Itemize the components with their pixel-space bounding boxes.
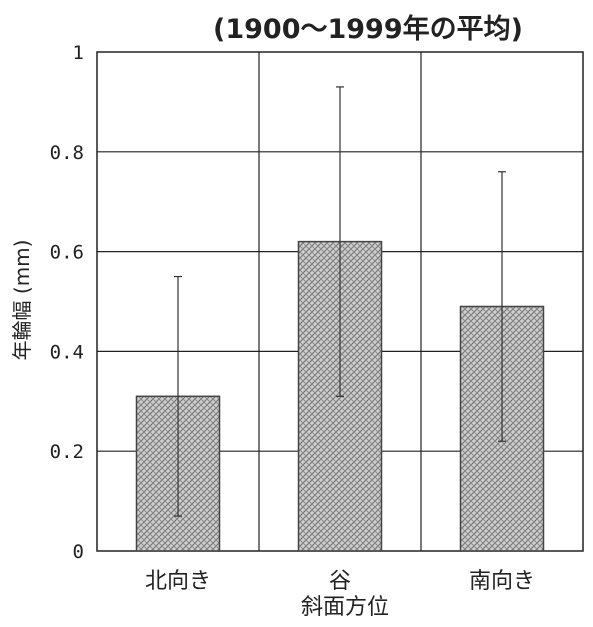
y-tick-layer: 0 0.2 0.4 0.6 0.8 1 [50,42,84,563]
error-bar-layer [174,86,506,517]
y-tick-label: 0 [73,541,84,563]
y-axis-label: 年輪幅 (mm) [10,240,34,361]
chart-title: (1900〜1999年の平均) [213,13,523,45]
y-tick-label: 1 [73,42,84,64]
y-tick-label: 0.4 [50,341,84,363]
y-tick-label: 0.2 [50,441,84,463]
category-label: 北向き [145,569,211,594]
category-label: 谷 [329,569,351,594]
y-tick-label: 0.8 [50,142,84,164]
category-label: 南向き [469,569,535,594]
category-label-layer: 北向き 谷 南向き [145,569,535,594]
y-tick-label: 0.6 [50,242,84,264]
x-axis-label: 斜面方位 [301,595,389,620]
